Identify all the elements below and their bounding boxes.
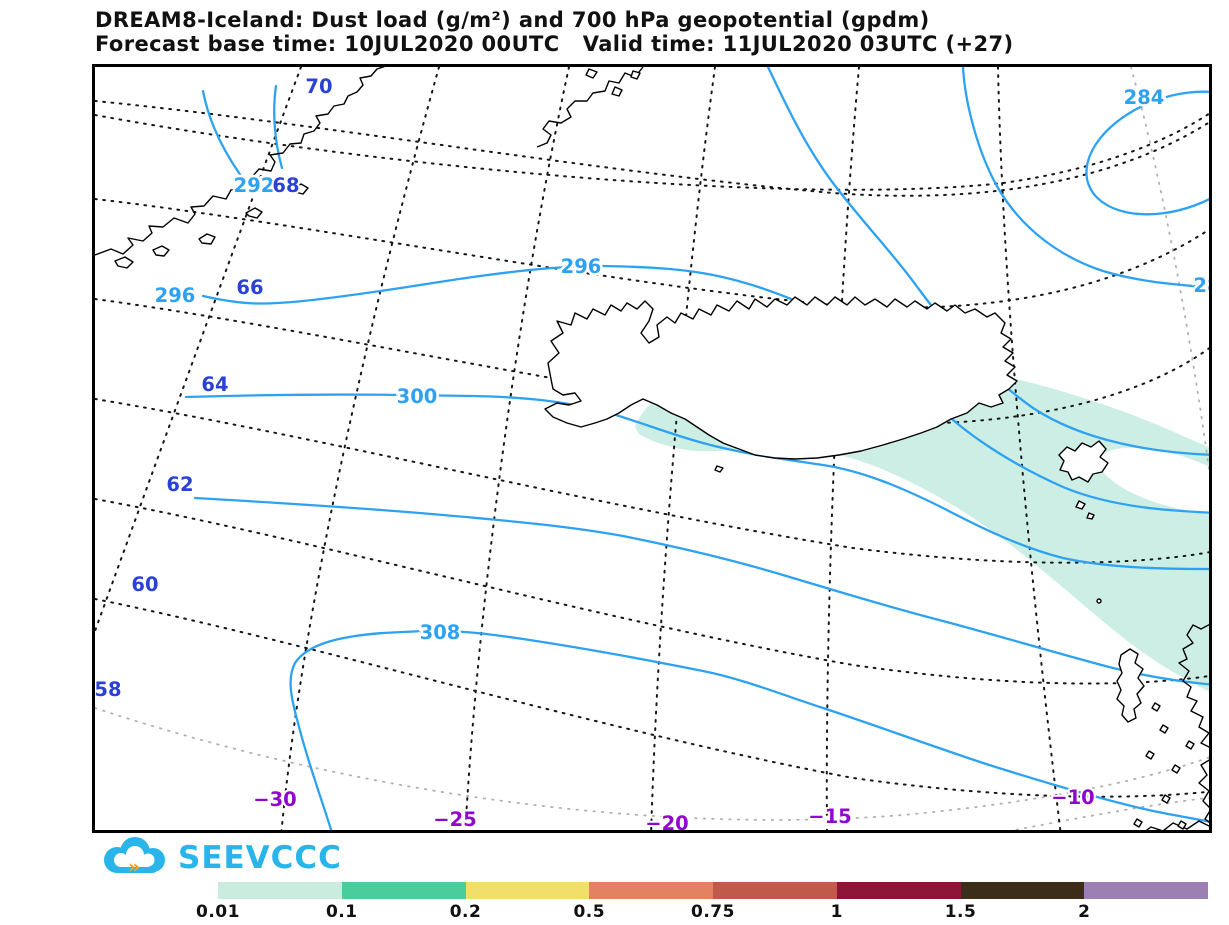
graticule-parallel-62 [95,498,1209,685]
map-panel: 292 296 296 300 284 308 28 70 68 66 64 6… [92,64,1212,833]
grimsey-islet-2 [611,86,623,97]
graticule-parallel-gray-2 [1009,796,1209,830]
grimsey-islet-3 [630,70,641,80]
scotland-coast [1178,623,1209,823]
colorbar-segment [589,882,713,899]
graticule-meridian-25w [464,67,570,830]
lon-label-20w: −20 [645,812,688,833]
dust-notch-white [1099,447,1209,513]
graticule-parallel-70 [95,100,1209,197]
graticule-parallel-64 [95,398,1209,564]
seevccc-logo: » [95,836,315,880]
hebrides-islet-1 [1151,702,1161,712]
contour-292-west-a [201,89,243,178]
lewis-island [1116,648,1145,723]
contour-304 [193,496,1209,686]
colorbar-segment [960,882,1085,899]
lat-label-62: 62 [166,473,193,496]
colorbar-segment [218,882,342,899]
greenland-islet-3 [198,233,216,245]
colorbar-tick-labels: 0.01 0.1 0.2 0.5 0.75 1 1.5 2 [196,902,1228,924]
hebrides-islet-8 [1177,820,1187,830]
hebrides-islet-4 [1171,764,1181,774]
geopotential-contours [184,67,1209,830]
contour-288 [961,67,1209,289]
dust-load-colorbar [218,882,1208,899]
lat-label-58: 58 [95,678,122,701]
cloud-icon: » [104,837,165,878]
colorbar-tick: 0.75 [691,902,735,922]
faroe-islet-2 [1086,512,1095,520]
coastlines [95,67,1209,830]
map-canvas: 292 296 296 300 284 308 28 70 68 66 64 6… [95,67,1212,833]
contour-label-284: 284 [1124,86,1165,109]
scotland-north-coast [1145,820,1209,830]
colorbar-tick: 1 [830,902,843,922]
contour-284-low-center [1085,90,1209,216]
contour-label-300: 300 [397,385,438,408]
contour-label-308: 308 [420,621,461,644]
hebrides-islet-5 [1185,740,1195,750]
graticule-meridian-30w [280,67,440,830]
faroe-islet-1 [1075,500,1086,510]
graticule-meridian-15w [825,67,860,830]
hebrides-islet-7 [1133,818,1143,828]
greenland-islet-4 [245,207,263,219]
colorbar-tick: 1.5 [944,902,977,922]
small-islet [1096,598,1102,604]
lon-label-30w: −30 [253,788,296,811]
lon-label-10w: −10 [1051,786,1094,809]
lat-label-66: 66 [236,276,263,299]
contour-296 [201,264,1209,514]
vestmannaeyjar-islet [714,465,724,473]
graticule-parallel-68 [95,198,1209,309]
iceland-coast [544,296,1018,460]
graticule-parallel-72 [95,112,1209,191]
chart-title: DREAM8-Iceland: Dust load (g/m²) and 700… [95,8,930,32]
lat-label-68: 68 [272,174,299,197]
lon-label-15w: −15 [808,805,851,828]
seevccc-logo-text: SEEVCCC [178,840,342,876]
colorbar-segment [465,882,590,899]
colorbar-segment [1084,882,1208,899]
colorbar-tick: 0.1 [325,902,358,922]
contour-292-west-b [273,84,284,170]
greenland-ne-coast [536,67,644,148]
graticule-meridian-gray [1130,67,1209,476]
hebrides-islet-2 [1159,724,1169,734]
contour-label-292: 292 [234,174,275,197]
contour-label-296-west: 296 [155,284,196,307]
colorbar-tick: 0.01 [196,902,240,922]
contour-label-296-mid: 296 [561,255,602,278]
grimsey-islet-1 [585,68,598,79]
lat-label-64: 64 [201,373,228,396]
colorbar-tick: 0.2 [449,902,482,922]
hebrides-islet-6 [1161,794,1171,804]
colorbar-segment [836,882,961,899]
greenland-islet-2 [152,245,170,257]
contour-292-east [766,67,1209,456]
lat-label-70: 70 [305,75,332,98]
contour-308 [289,629,1209,830]
graticule-parallel-60 [95,598,1209,798]
lat-label-60: 60 [131,573,158,596]
graticule-meridian-35w [95,67,302,632]
colorbar-tick: 0.5 [573,902,606,922]
greenland-coast [95,67,386,256]
contour-label-288-cut: 28 [1193,274,1212,297]
logo-arrow-glyph: » [128,856,140,878]
chart-subtitle-times: Forecast base time: 10JUL2020 00UTC Vali… [95,32,1014,56]
graticule-parallel-gray [95,707,1209,821]
greenland-islet-1 [114,256,134,269]
colorbar-segment [713,882,837,899]
greenland-islet-5 [292,183,309,195]
hebrides-islet-3 [1145,750,1155,760]
colorbar-tick: 2 [1078,902,1091,922]
faroe-islands [1058,440,1109,483]
map-labels: 292 296 296 300 284 308 28 70 68 66 64 6… [95,73,1212,833]
lon-label-25w: −25 [433,808,476,831]
colorbar-segment [341,882,466,899]
